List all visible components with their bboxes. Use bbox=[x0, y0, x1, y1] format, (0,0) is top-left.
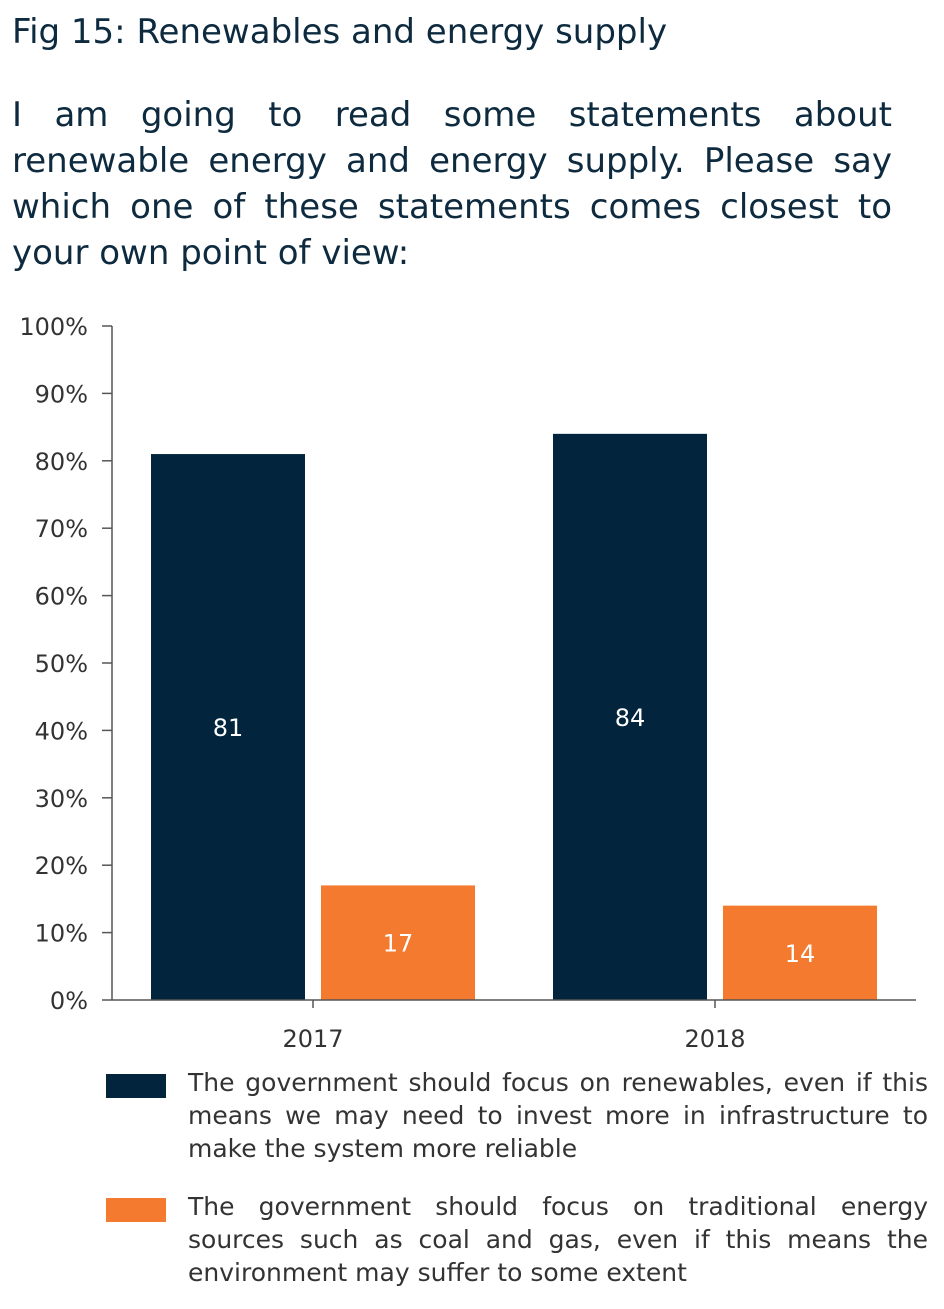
data-label-2018-series-2: 14 bbox=[785, 940, 816, 968]
x-axis: 2017 2018 bbox=[112, 999, 916, 1053]
bar-2017-series-1 bbox=[151, 454, 305, 1000]
y-tick-label: 0% bbox=[50, 987, 88, 1015]
bar-2018-series-2 bbox=[723, 905, 877, 1000]
legend-label-traditional: The government should focus on tradition… bbox=[188, 1192, 928, 1287]
y-tick-label: 40% bbox=[35, 717, 88, 745]
y-axis: 0% 10% 20% 30% 40% 50% 60% 70% 80% 90% 100% bbox=[19, 313, 113, 1015]
bar-chart: 0% 10% 20% 30% 40% 50% 60% 70% 80% 90% 100% 81 17 84… bbox=[19, 313, 916, 1053]
y-tick-label: 90% bbox=[35, 380, 88, 408]
legend-swatch-renewables bbox=[106, 1074, 166, 1098]
y-tick-label: 50% bbox=[35, 650, 88, 678]
y-tick-label: 100% bbox=[19, 313, 88, 341]
x-tick-label-2017: 2017 bbox=[282, 1025, 343, 1053]
bar-2017-series-2 bbox=[321, 885, 475, 1000]
legend-swatch-traditional bbox=[106, 1198, 166, 1222]
legend-label-renewables: The government should focus on renewable… bbox=[188, 1068, 928, 1163]
y-tick-label: 20% bbox=[35, 852, 88, 880]
y-tick-label: 70% bbox=[35, 515, 88, 543]
y-tick-label: 30% bbox=[35, 785, 88, 813]
bar-2018-series-1 bbox=[553, 433, 707, 1001]
data-label-2017-series-2: 17 bbox=[383, 930, 414, 958]
data-label-2018-series-1: 84 bbox=[615, 704, 646, 732]
survey-question: I am going to read some statements about… bbox=[12, 95, 892, 273]
data-label-2017-series-1: 81 bbox=[213, 714, 244, 742]
y-tick-label: 10% bbox=[35, 920, 88, 948]
y-tick-label: 80% bbox=[35, 448, 88, 476]
x-tick-label-2018: 2018 bbox=[684, 1025, 745, 1053]
figure-title: Fig 15: Renewables and energy supply bbox=[12, 12, 668, 52]
bars: 81 17 84 14 bbox=[151, 433, 877, 1001]
y-tick-label: 60% bbox=[35, 583, 88, 611]
